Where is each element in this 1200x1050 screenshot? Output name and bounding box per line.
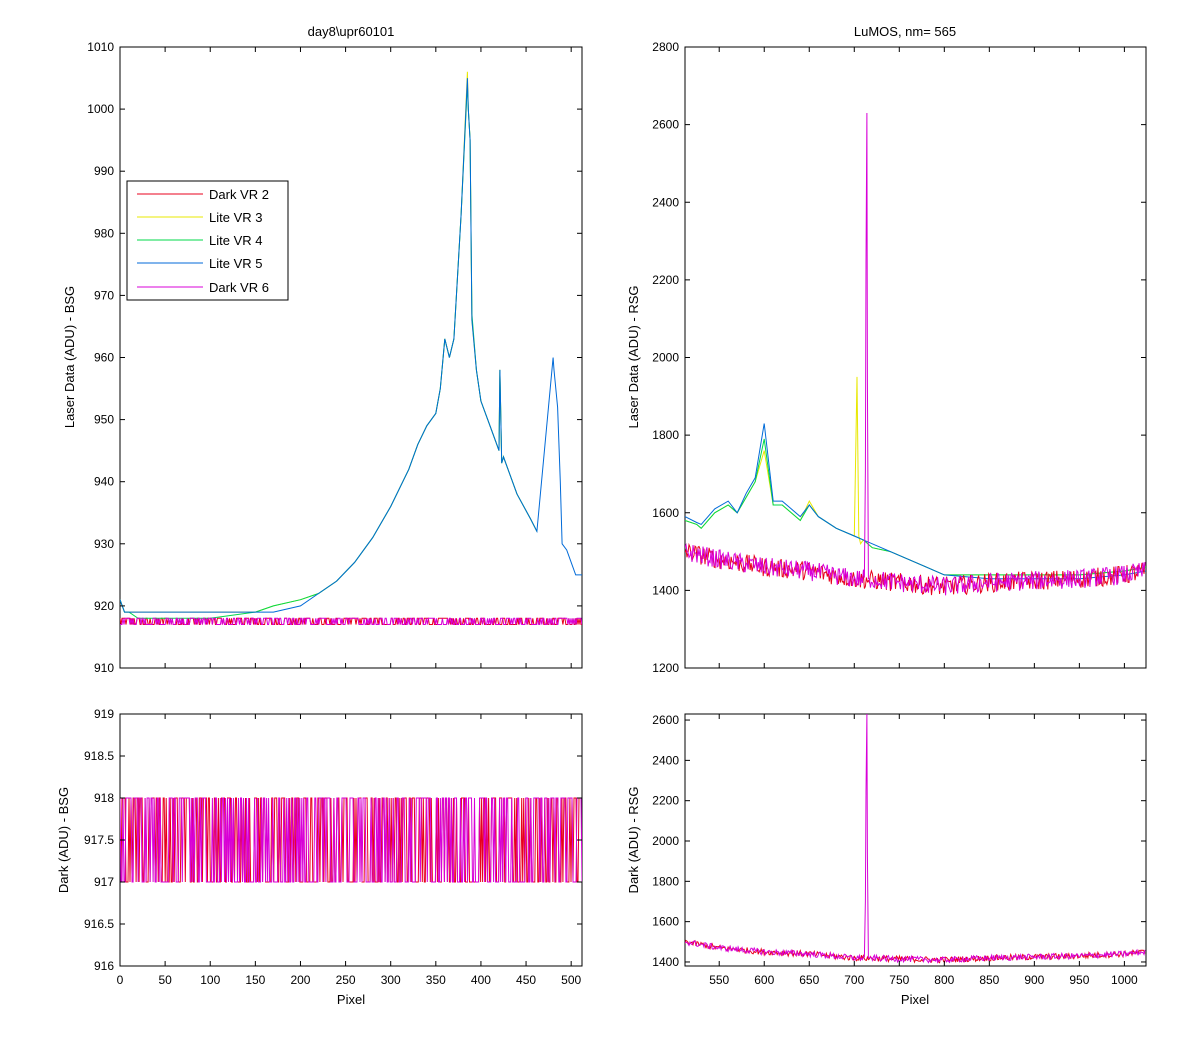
legend-label: Lite VR 5 [209,256,262,271]
rsg-dark-frame [684,713,1147,967]
y-tick-label: 2000 [652,834,679,848]
y-tick-label: 970 [94,288,114,302]
y-tick-label: 2400 [652,753,679,767]
y-tick-label: 2800 [652,40,679,54]
y-tick-label: 916 [94,959,114,973]
y-tick-label: 917 [94,875,114,889]
x-tick-label: 750 [889,973,909,987]
x-tick-label: 950 [1069,973,1089,987]
y-tick-label: 1400 [652,955,679,969]
legend: Dark VR 2 Lite VR 3 Lite VR 4 Lite VR 5 … [126,180,289,301]
bsg-laser-frame [119,46,583,669]
y-tick-label: 1010 [87,40,114,54]
y-tick-label: 910 [94,661,114,675]
y-tick-label: 918.5 [84,749,114,763]
legend-label: Dark VR 2 [209,187,269,202]
y-tick-label: 1400 [652,583,679,597]
x-tick-label: 300 [381,973,401,987]
y-tick-label: 1800 [652,428,679,442]
x-tick-label: 650 [799,973,819,987]
y-tick-label: 919 [94,707,114,721]
x-tick-label: 450 [516,973,536,987]
y-tick-label: 2200 [652,273,679,287]
bsg-dark-ylabel: Dark (ADU) - BSG [56,787,71,893]
rsg-laser-title: LuMOS, nm= 565 [854,24,956,39]
series-line-dark-vr-6 [120,797,582,883]
y-tick-label: 950 [94,413,114,427]
y-tick-label: 2400 [652,195,679,209]
y-tick-label: 1600 [652,506,679,520]
x-tick-label: 700 [844,973,864,987]
rsg-dark-ylabel: Dark (ADU) - RSG [626,787,641,894]
series-line-dark-vr-6 [685,112,1146,596]
bsg-laser-series-group [120,71,582,625]
series-line-dark-vr-6 [120,617,582,625]
x-tick-label: 900 [1024,973,1044,987]
y-tick-label: 918 [94,791,114,805]
bsg-dark-series-group [120,797,582,883]
x-tick-label: 800 [934,973,954,987]
x-tick-label: 400 [471,973,491,987]
x-tick-label: 250 [336,973,356,987]
legend-label: Dark VR 6 [209,280,269,295]
legend-entry: Lite VR 5 [137,256,262,271]
x-tick-label: 1000 [1111,973,1138,987]
y-tick-label: 2600 [652,713,679,727]
legend-label: Lite VR 4 [209,233,262,248]
rsg-dark-series-group [685,714,1146,964]
y-tick-label: 916.5 [84,917,114,931]
y-tick-label: 960 [94,351,114,365]
bsg-laser-title: day8\upr60101 [308,24,395,39]
x-tick-label: 50 [158,973,172,987]
legend-entry: Lite VR 4 [137,233,262,248]
y-tick-label: 1600 [652,915,679,929]
y-tick-label: 2000 [652,351,679,365]
series-line-lite-vr-5 [685,423,1146,580]
chart-marks: 910 920 930 940 950 960 970 980 990 1000 1010 0 50 10… [84,40,1146,987]
series-line-lite-vr-5 [120,78,582,613]
bsg-laser-axes [119,46,583,669]
y-tick-label: 940 [94,475,114,489]
rsg-dark-xlabel: Pixel [901,992,929,1007]
legend-entry: Lite VR 3 [137,210,262,225]
y-tick-label: 2600 [652,118,679,132]
y-tick-label: 1800 [652,874,679,888]
x-tick-label: 550 [709,973,729,987]
x-tick-label: 600 [754,973,774,987]
x-tick-label: 500 [561,973,581,987]
y-tick-label: 980 [94,226,114,240]
y-tick-label: 920 [94,599,114,613]
x-tick-label: 100 [200,973,220,987]
rsg-laser-ylabel: Laser Data (ADU) - RSG [626,285,641,428]
y-tick-label: 930 [94,537,114,551]
x-tick-label: 350 [426,973,446,987]
x-tick-label: 200 [290,973,310,987]
x-tick-label: 150 [245,973,265,987]
y-tick-label: 2200 [652,794,679,808]
rsg-laser-series-group [685,112,1146,596]
rsg-dark-axes [684,713,1147,967]
y-tick-label: 917.5 [84,833,114,847]
y-tick-label: 1000 [87,102,114,116]
series-line-dark-vr-2 [120,797,582,883]
series-line-dark-vr-6 [685,714,1146,964]
legend-entry: Dark VR 6 [137,280,269,295]
legend-entry: Dark VR 2 [137,187,269,202]
legend-label: Lite VR 3 [209,210,262,225]
bsg-laser-ylabel: Laser Data (ADU) - BSG [62,286,77,428]
y-tick-label: 990 [94,164,114,178]
bsg-dark-xlabel: Pixel [337,992,365,1007]
y-tick-label: 1200 [652,661,679,675]
x-tick-label: 0 [117,973,124,987]
x-tick-label: 850 [979,973,999,987]
